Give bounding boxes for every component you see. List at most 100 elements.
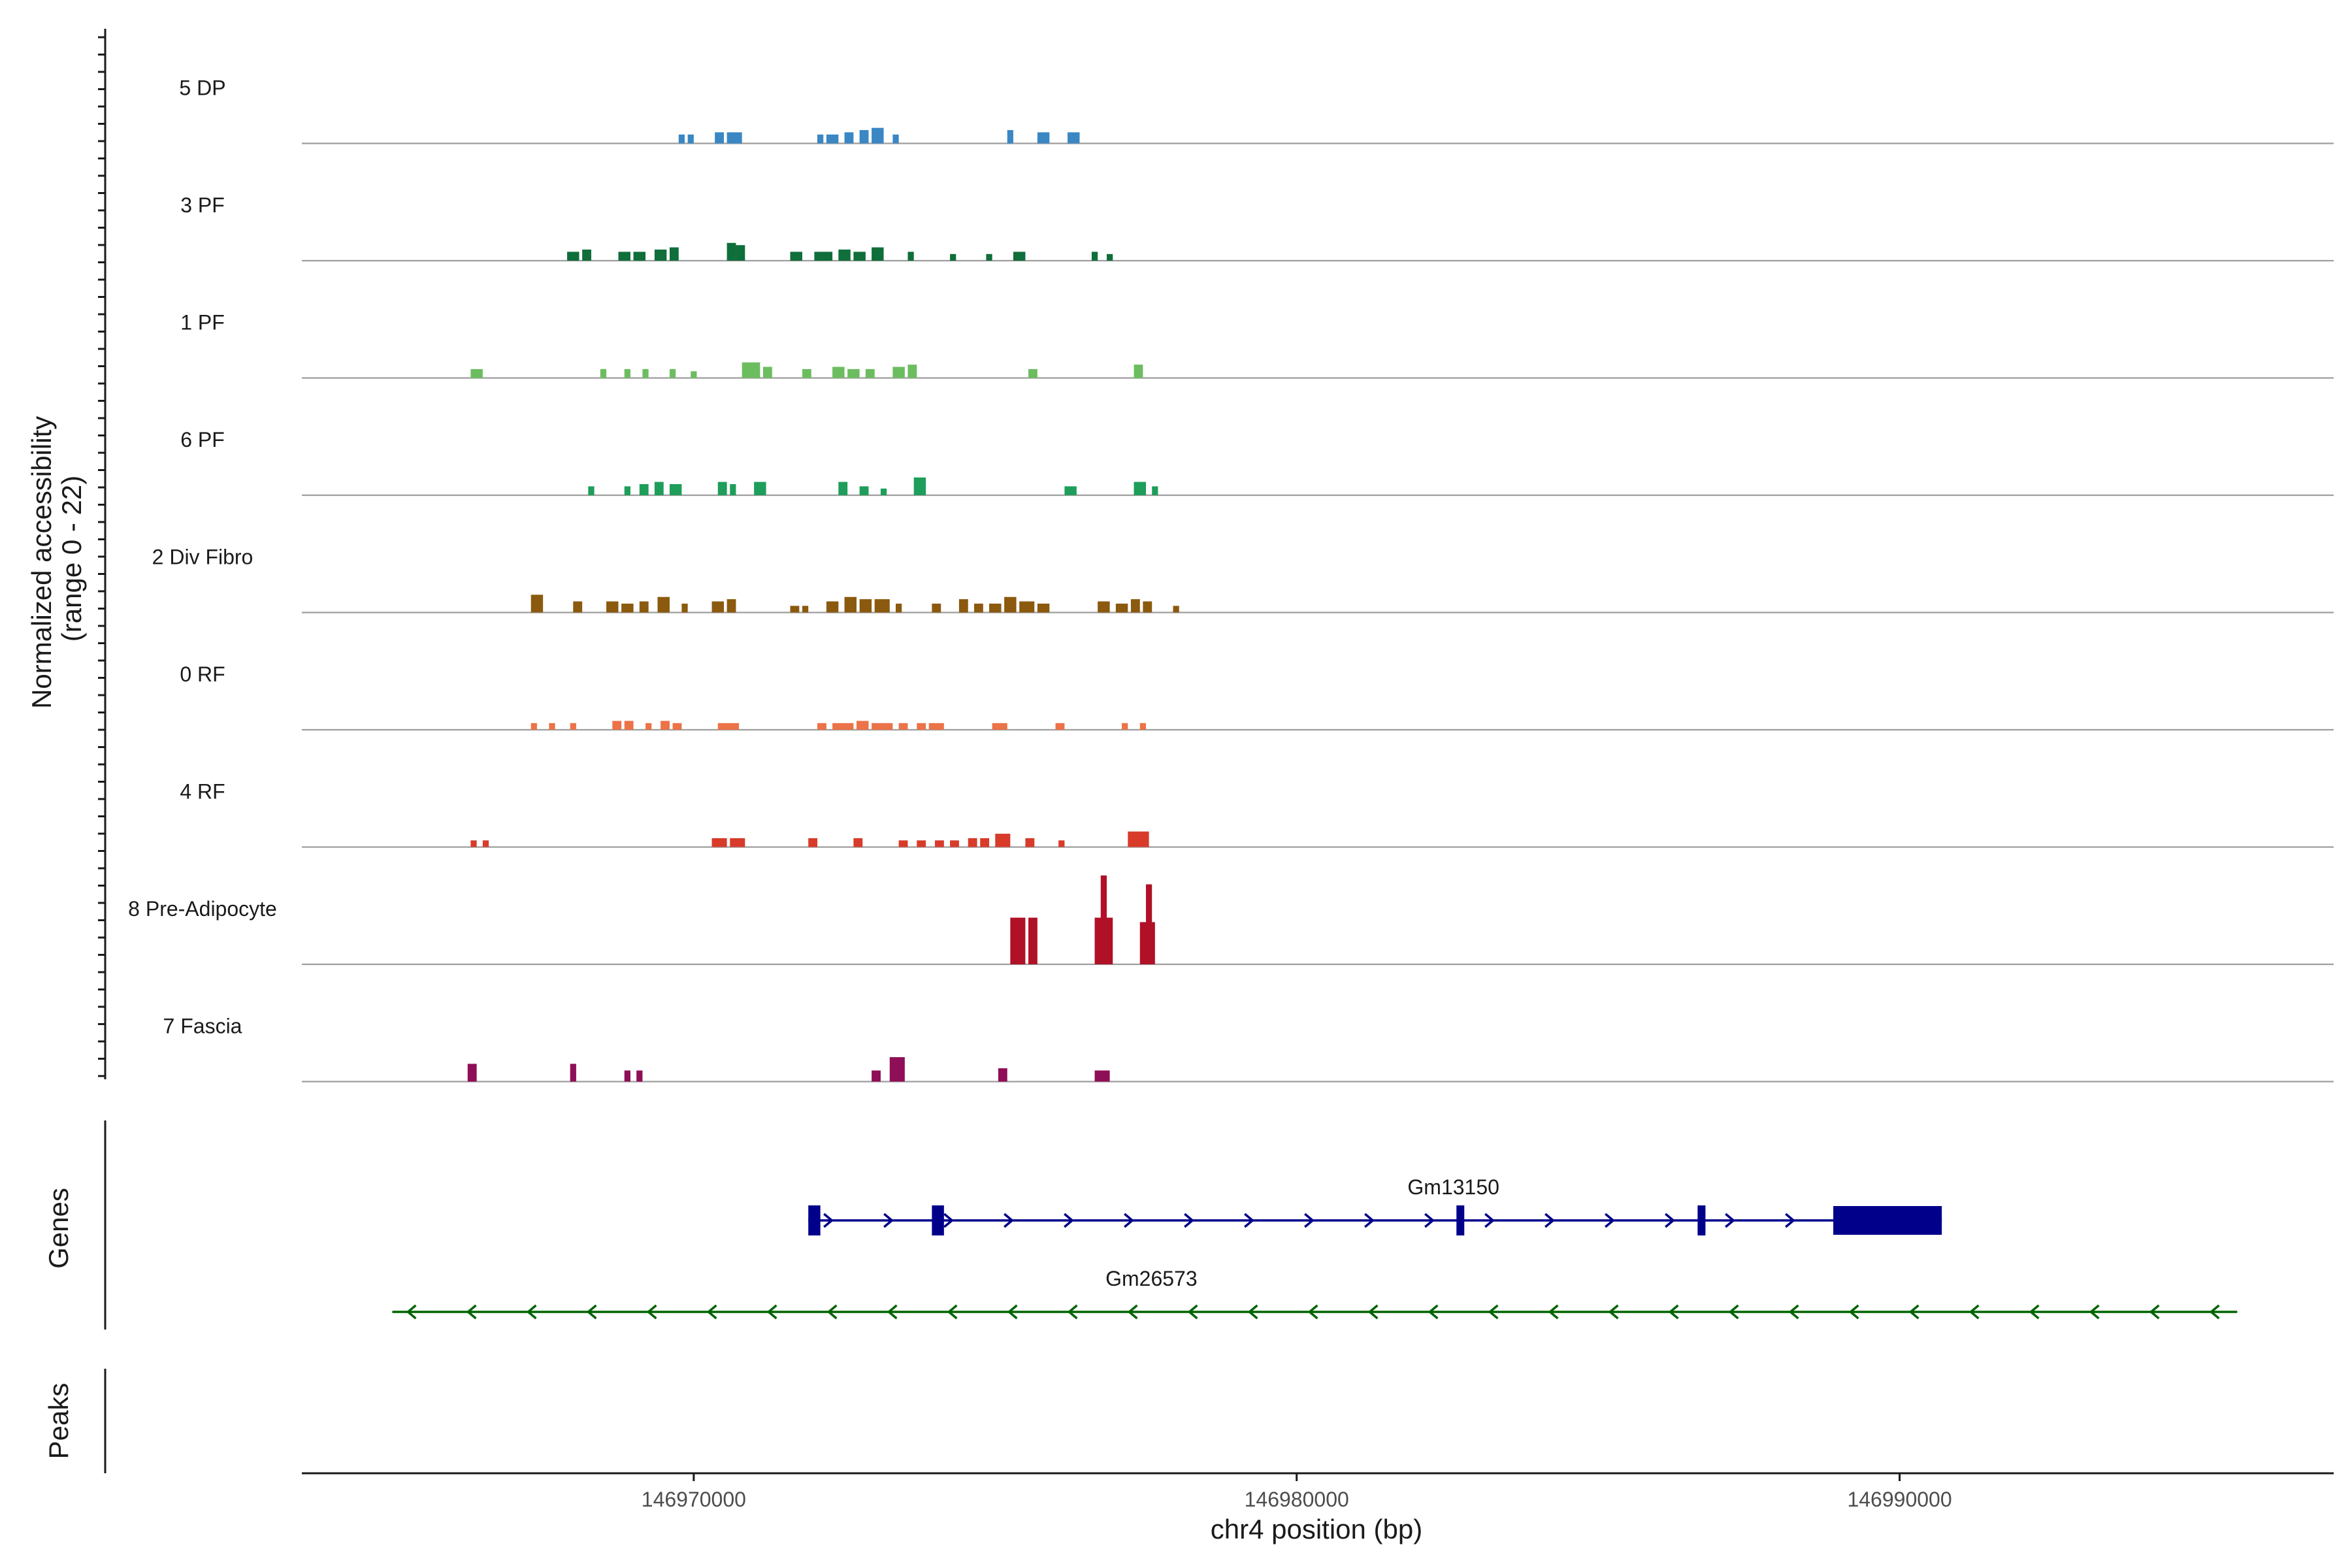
coverage-peak [600,368,607,378]
track: 3 PF [180,193,2334,262]
coverage-peak [1173,606,1179,613]
coverage-peak [531,595,544,613]
coverage-peak [832,723,854,730]
gene: Gm13150 [808,1175,1942,1235]
coverage-peak [844,596,857,613]
track-label: 1 PF [180,311,225,335]
coverage-peak [1130,599,1140,613]
coverage-peak [573,601,583,613]
genes-panel-label: Genes [43,1188,74,1269]
coverage-peak [968,838,977,847]
strand-arrow-right-icon [1184,1213,1194,1228]
gene-label: Gm26573 [1105,1267,1198,1290]
coverage-peak [654,250,667,261]
coverage-peak [681,603,688,613]
strand-arrow-right-icon [823,1213,834,1228]
strand-arrow-left-icon [2149,1304,2160,1320]
coverage-peak [859,130,869,144]
coverage-peak [898,840,908,847]
strand-arrow-right-icon [1424,1213,1435,1228]
gene-exon [932,1205,944,1235]
coverage-peak [691,371,697,378]
coverage-peak [711,838,727,847]
strand-arrow-left-icon [1848,1304,1859,1320]
gene-exon [1833,1206,1942,1235]
gene-label: Gm13150 [1407,1175,1499,1199]
coverage-peak [859,486,869,495]
strand-arrow-left-icon [766,1304,777,1320]
strand-arrow-left-icon [1428,1304,1439,1320]
coverage-peak [872,723,893,730]
coverage-peak [624,1070,630,1082]
strand-arrow-left-icon [406,1304,417,1320]
coverage-peak [618,252,630,261]
coverage-peak [657,596,670,613]
strand-arrow-right-icon [883,1213,894,1228]
coverage-peak [1107,253,1113,261]
strand-arrow-left-icon [1187,1304,1198,1320]
coverage-peak [907,252,914,261]
coverage-peak [932,603,941,613]
coverage-peak [826,134,839,144]
track-label: 8 Pre-Adipocyte [128,897,277,921]
strand-arrow-right-icon [943,1213,954,1228]
coverage-peak [678,134,685,144]
coverage-peak [717,482,727,495]
track: 4 RF [180,780,2334,848]
coverage-peak [889,1057,905,1082]
coverage-peak [624,721,634,730]
strand-arrow-left-icon [1007,1304,1018,1320]
strand-arrow-right-icon [1004,1213,1014,1228]
strand-arrow-left-icon [1668,1304,1679,1320]
strand-arrow-left-icon [826,1304,838,1320]
coverage-peak [730,838,745,847]
coverage-peak [1055,723,1065,730]
track: 2 Div Fibro [152,546,2334,613]
strand-arrow-left-icon [1367,1304,1379,1320]
coverage-peak [730,484,736,495]
coverage-peak [874,599,890,613]
coverage-peak [872,247,884,261]
coverage-peak [1007,130,1013,144]
coverage-peak [847,368,860,378]
coverage-peak [1019,601,1035,613]
track-label: 2 Div Fibro [152,546,253,569]
coverage-peak [817,723,826,730]
strand-arrow-left-icon [1548,1304,1559,1320]
coverage-peak [1037,603,1050,613]
coverage-peak [844,132,854,144]
coverage-peak [621,603,634,613]
strand-arrow-right-icon [1785,1213,1795,1228]
gene-exon [1456,1205,1465,1235]
strand-arrow-left-icon [526,1304,537,1320]
coverage-peak [865,368,875,378]
coverage-peak [857,721,869,730]
strand-arrow-right-icon [1605,1213,1615,1228]
coverage-peak [1145,884,1152,964]
track: 1 PF [180,311,2334,379]
coverage-peak [669,484,682,495]
track-label: 3 PF [180,193,225,217]
strand-arrow-left-icon [2209,1304,2220,1320]
coverage-peak [989,603,1002,613]
coverage-peak [669,247,679,261]
coverage-peak [727,132,742,144]
gene-exon [808,1205,821,1235]
coverage-peak [853,838,863,847]
coverage-peak [880,488,887,495]
coverage-peak [727,242,736,261]
coverage-peak [1004,596,1017,613]
strand-arrow-left-icon [1488,1304,1499,1320]
strand-arrow-left-icon [2029,1304,2040,1320]
coverage-peak [549,723,555,730]
track: 6 PF [180,428,2334,497]
strand-arrow-right-icon [1484,1213,1495,1228]
coverage-peak [754,482,766,495]
coverage-peak [892,367,905,378]
coverage-peak [1091,252,1098,261]
coverage-peak [917,840,926,847]
coverage-peak [1068,132,1080,144]
coverage-peak [570,1064,576,1082]
coverage-peak [531,723,537,730]
coverage-peak [838,482,848,495]
